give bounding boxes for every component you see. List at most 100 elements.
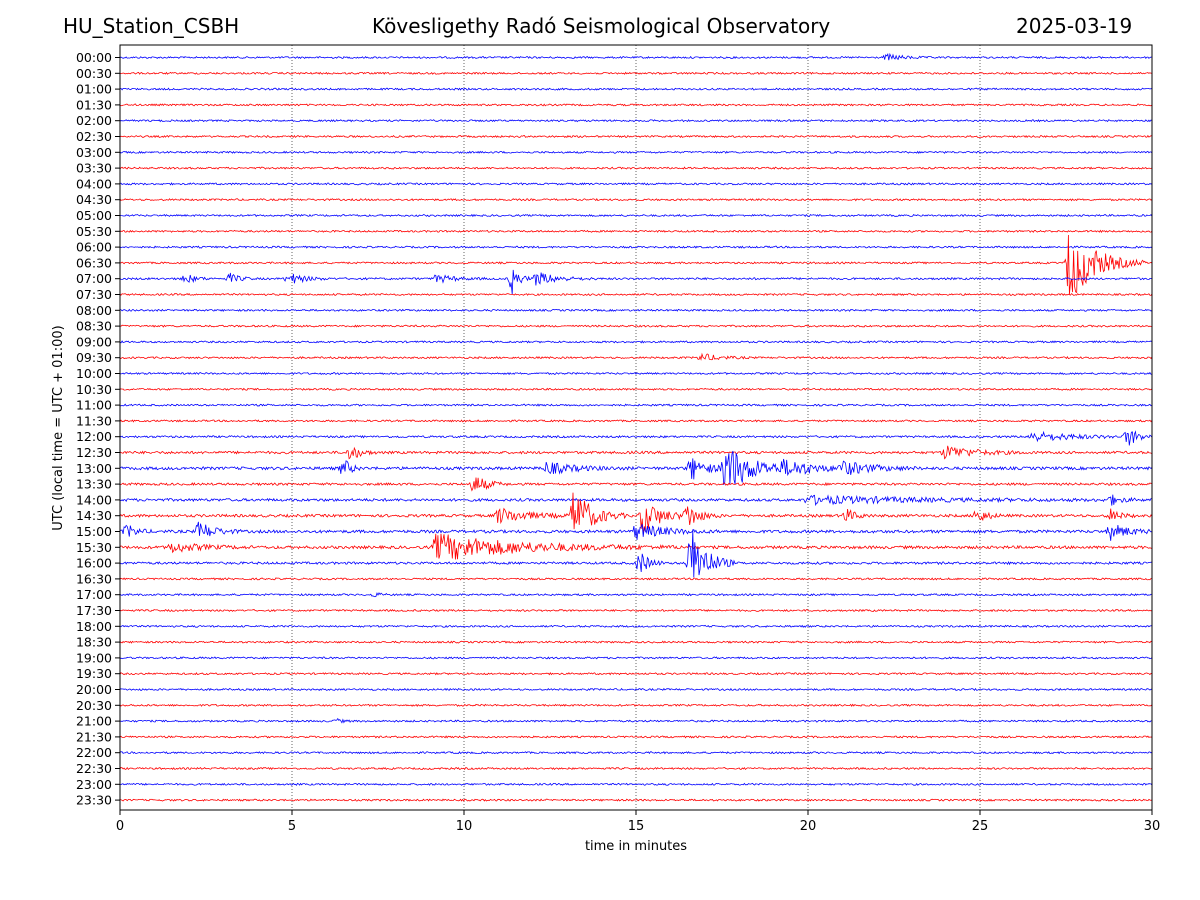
x-tick-label: 15 (628, 819, 645, 834)
y-tick-label: 14:00 (76, 492, 112, 507)
y-tick-label: 23:30 (76, 793, 112, 808)
trace-1530 (119, 533, 1153, 560)
y-tick-label: 11:00 (76, 398, 112, 413)
trace-1930 (119, 672, 1153, 676)
trace-1500 (120, 521, 1153, 541)
y-tick-label: 06:30 (76, 255, 112, 270)
y-tick-label: 07:30 (76, 287, 112, 302)
y-tick-label: 02:00 (76, 113, 112, 128)
x-tick-label: 30 (1144, 819, 1161, 834)
trace-2030 (119, 703, 1153, 708)
y-tick-label: 08:00 (76, 303, 112, 318)
y-tick-label: 10:30 (76, 382, 112, 397)
trace-0400 (119, 182, 1153, 186)
y-tick-label: 19:00 (76, 650, 112, 665)
trace-0630 (119, 234, 1153, 295)
y-tick-label: 14:30 (76, 508, 112, 523)
trace-0730 (119, 292, 1153, 297)
traces (119, 52, 1153, 802)
station-label: HU_Station_CSBH (63, 14, 240, 38)
y-tick-label: 11:30 (76, 413, 112, 428)
y-tick-label: 03:30 (76, 161, 112, 176)
trace-1300 (119, 450, 1153, 485)
y-tick-label: 18:00 (76, 619, 112, 634)
y-tick-label: 20:30 (76, 698, 112, 713)
y-tick-label: 21:00 (76, 714, 112, 729)
trace-0700 (119, 269, 1153, 295)
trace-2330 (119, 798, 1153, 802)
y-tick-label: 05:00 (76, 208, 112, 223)
y-tick-label: 09:00 (76, 334, 112, 349)
x-axis: 0 5 10 15 20 25 30 (116, 810, 1160, 834)
trace-1400 (119, 494, 1153, 507)
trace-0300 (119, 150, 1153, 154)
trace-1230 (119, 445, 1153, 460)
trace-0530 (119, 229, 1153, 233)
y-tick-label: 01:00 (76, 82, 112, 97)
x-axis-label: time in minutes (585, 839, 687, 854)
trace-1630 (119, 577, 1152, 581)
trace-0600 (119, 245, 1153, 249)
y-tick-label: 13:30 (76, 477, 112, 492)
y-tick-label: 20:00 (76, 682, 112, 697)
trace-0330 (119, 166, 1153, 170)
y-tick-label: 06:00 (76, 240, 112, 255)
y-tick-label: 22:30 (76, 761, 112, 776)
trace-0800 (119, 308, 1153, 312)
y-tick-label: 05:30 (76, 224, 112, 239)
y-axis-label: UTC (local time = UTC + 01:00) (51, 325, 66, 530)
trace-0430 (119, 198, 1153, 202)
y-tick-label: 12:00 (76, 429, 112, 444)
y-tick-label: 15:00 (76, 524, 112, 539)
x-tick-label: 0 (116, 819, 124, 834)
y-tick-label: 21:30 (76, 729, 112, 744)
y-tick-label: 00:30 (76, 66, 112, 81)
trace-2000 (119, 687, 1153, 692)
y-tick-label: 10:00 (76, 366, 112, 381)
y-tick-label: 07:00 (76, 271, 112, 286)
trace-2130 (119, 735, 1153, 739)
y-tick-label: 17:00 (76, 587, 112, 602)
trace-1130 (119, 419, 1153, 423)
y-tick-label: 00:00 (76, 50, 112, 65)
trace-0030 (119, 71, 1153, 75)
trace-0830 (119, 324, 1153, 328)
y-tick-label: 22:00 (76, 745, 112, 760)
y-axis: 00:0000:3001:0001:3002:0002:3003:0003:30… (76, 50, 120, 808)
trace-1100 (119, 403, 1153, 407)
y-tick-label: 04:30 (76, 192, 112, 207)
trace-2100 (119, 717, 1153, 724)
trace-1600 (119, 529, 1153, 578)
trace-0100 (119, 87, 1152, 91)
y-tick-label: 12:30 (76, 445, 112, 460)
trace-1830 (119, 640, 1153, 644)
x-tick-label: 5 (288, 819, 296, 834)
y-tick-label: 02:30 (76, 129, 112, 144)
trace-2300 (120, 782, 1153, 786)
trace-0230 (119, 134, 1153, 139)
y-tick-label: 15:30 (76, 540, 112, 555)
y-tick-label: 23:00 (76, 777, 112, 792)
y-tick-label: 08:30 (76, 319, 112, 334)
trace-1800 (119, 624, 1153, 628)
trace-1330 (119, 477, 1153, 492)
x-tick-label: 10 (456, 819, 473, 834)
trace-0500 (119, 213, 1153, 218)
trace-1430 (119, 492, 1153, 534)
y-tick-label: 18:30 (76, 635, 112, 650)
trace-0900 (119, 340, 1153, 344)
y-tick-label: 17:30 (76, 603, 112, 618)
y-tick-label: 16:30 (76, 571, 112, 586)
trace-0130 (119, 103, 1153, 107)
trace-1700 (119, 592, 1153, 598)
trace-1900 (119, 656, 1153, 660)
trace-1000 (120, 371, 1153, 376)
chart-title: Kövesligethy Radó Seismological Observat… (372, 14, 831, 38)
y-tick-label: 01:30 (76, 97, 112, 112)
trace-0000 (119, 52, 1153, 61)
trace-2200 (119, 751, 1153, 755)
y-tick-label: 13:00 (76, 461, 112, 476)
trace-0930 (119, 352, 1153, 361)
trace-1030 (119, 387, 1153, 391)
x-tick-label: 25 (972, 819, 989, 834)
